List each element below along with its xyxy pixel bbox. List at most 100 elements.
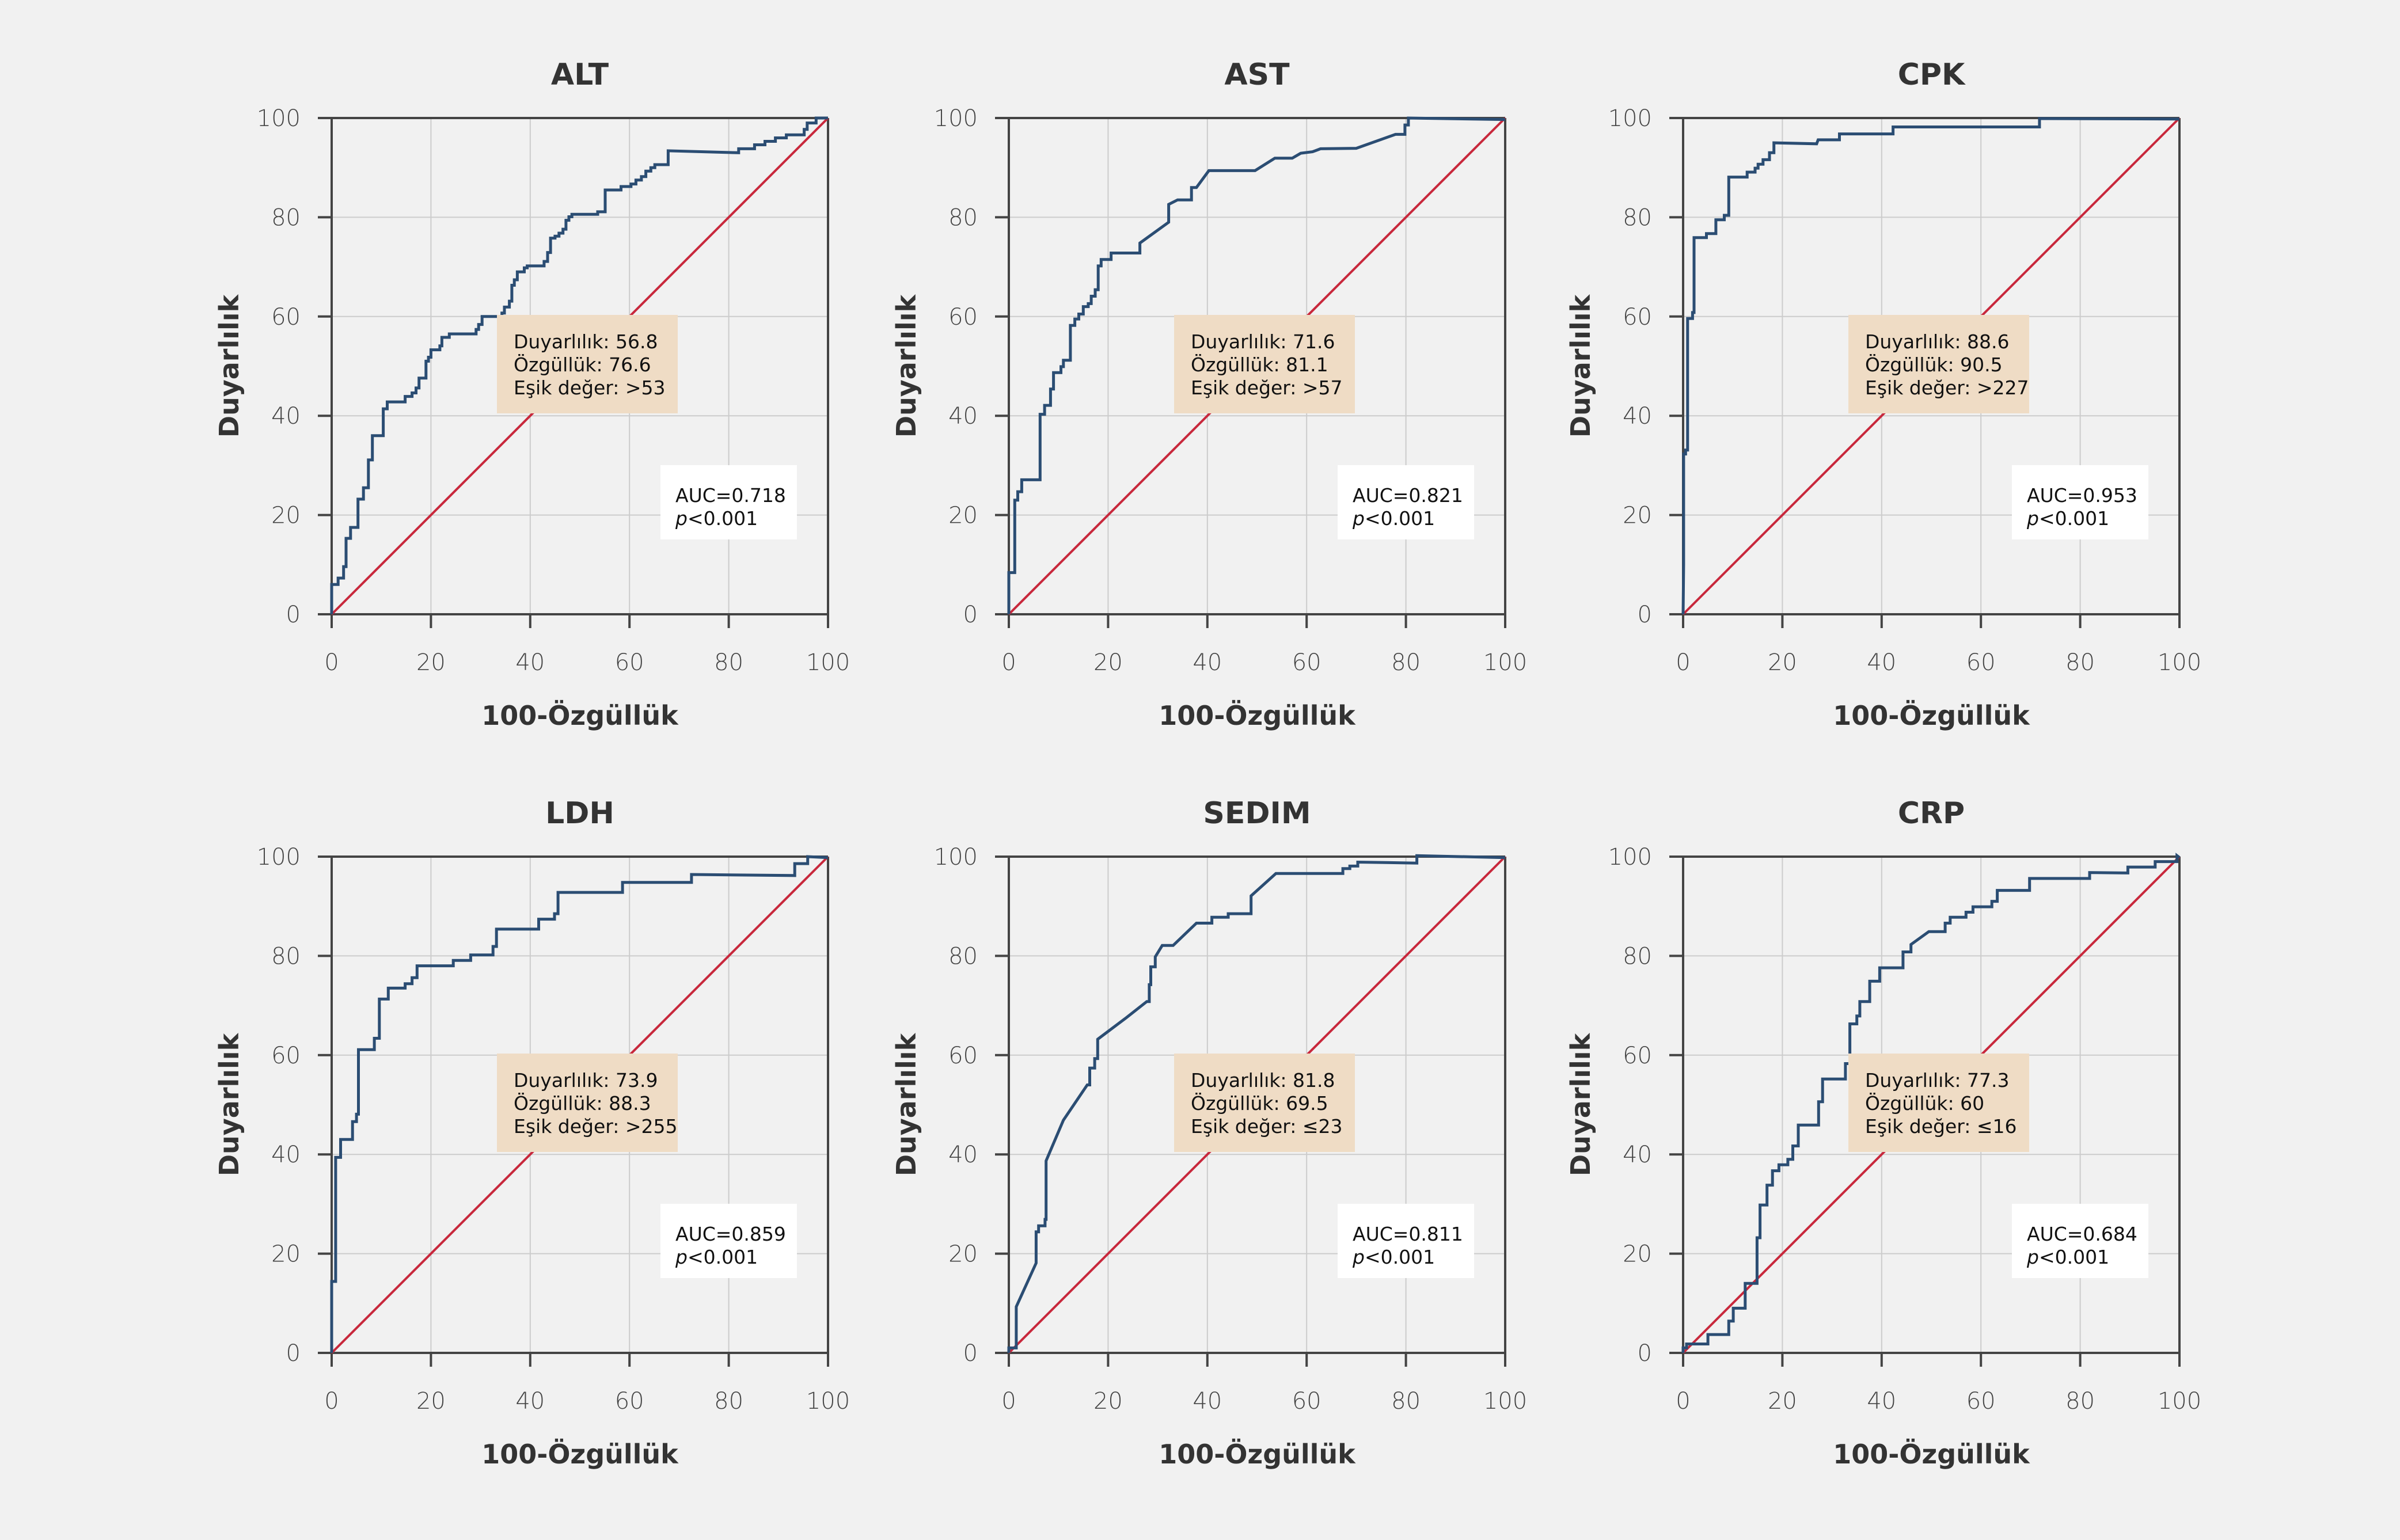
x-tick-label: 100 xyxy=(806,649,850,676)
x-tick-label: 40 xyxy=(1193,1388,1222,1414)
y-axis-label: Duyarlılık xyxy=(214,1032,245,1176)
auc-box-background xyxy=(660,1204,797,1278)
roc-panel-ldh: LDH 0 20 40 60 80 100 0 20 40 60 80 100 100-Özgüllük D… xyxy=(214,796,850,1470)
cutoff-annotation-line: Özgüllük: 69.5 xyxy=(1191,1092,1328,1115)
cutoff-annotation-line: Duyarlılık: 56.8 xyxy=(514,330,658,353)
y-tick-label: 0 xyxy=(963,602,978,628)
y-tick-label: 20 xyxy=(271,1241,301,1268)
auc-value: AUC=0.821 xyxy=(1353,484,1463,507)
auc-box-background xyxy=(1338,465,1474,539)
cutoff-annotation-box xyxy=(1174,1054,1355,1152)
y-tick-label: 40 xyxy=(271,1142,301,1168)
x-tick-label: 80 xyxy=(1391,1388,1421,1414)
y-tick-label: 20 xyxy=(948,1241,978,1268)
p-value-text: <0.001 xyxy=(2039,507,2109,530)
cutoff-annotation-line: Özgüllük: 81.1 xyxy=(1191,353,1328,376)
cutoff-annotation-line: Özgüllük: 76.6 xyxy=(514,353,651,376)
p-value-symbol: p xyxy=(675,1246,688,1268)
roc-curve-line xyxy=(1007,854,1506,1353)
y-tick-label: 80 xyxy=(1623,943,1652,969)
roc-panel-crp: CRP 0 20 40 60 80 100 0 20 40 60 80 100 100-Özgüllük D… xyxy=(1565,796,2201,1470)
y-tick-label: 100 xyxy=(934,105,978,132)
y-tick-label: 0 xyxy=(1638,1340,1652,1367)
y-axis-label: Duyarlılık xyxy=(891,294,922,438)
y-tick-label: 60 xyxy=(271,304,301,330)
y-tick-label: 20 xyxy=(1623,1241,1652,1268)
y-tick-label: 100 xyxy=(1608,105,1652,132)
x-tick-label: 60 xyxy=(1966,1388,1996,1414)
y-tick-label: 60 xyxy=(1623,304,1652,330)
x-axis-label: 100-Özgüllük xyxy=(1833,700,2030,731)
cutoff-annotation-line: Eşik değer: >57 xyxy=(1191,377,1343,399)
roc-curve-line xyxy=(330,855,829,1353)
y-tick-label: 20 xyxy=(1623,503,1652,529)
cutoff-annotation-box xyxy=(497,315,678,413)
cutoff-annotation-line: Duyarlılık: 77.3 xyxy=(1865,1069,2010,1092)
y-axis-label: Duyarlılık xyxy=(1565,294,1596,438)
cutoff-annotation-line: Duyarlılık: 73.9 xyxy=(514,1069,658,1092)
auc-box-background xyxy=(1338,1204,1474,1278)
roc-panel-cpk: CPK 0 20 40 60 80 100 0 20 40 60 80 100 100-Özgüllük D… xyxy=(1565,58,2201,731)
x-tick-label: 20 xyxy=(1768,649,1797,676)
x-tick-label: 40 xyxy=(1867,1388,1896,1414)
x-tick-label: 0 xyxy=(1676,1388,1690,1414)
cutoff-annotation-box xyxy=(497,1054,678,1152)
y-tick-label: 100 xyxy=(257,844,301,870)
x-tick-label: 80 xyxy=(1391,649,1421,676)
roc-curve-line xyxy=(1681,117,2180,615)
y-tick-label: 20 xyxy=(271,503,301,529)
p-value: p<0.001 xyxy=(1352,507,1435,530)
y-tick-label: 60 xyxy=(271,1043,301,1069)
x-axis-label: 100-Özgüllük xyxy=(1159,1439,1356,1470)
p-value: p<0.001 xyxy=(1352,1246,1435,1268)
x-tick-label: 80 xyxy=(714,1388,743,1414)
cutoff-annotation-box xyxy=(1848,1054,2029,1152)
cutoff-annotation-line: Duyarlılık: 81.8 xyxy=(1191,1069,1335,1092)
p-value-symbol: p xyxy=(1352,507,1365,530)
cutoff-annotation-line: Eşik değer: >53 xyxy=(514,377,666,399)
y-axis-label: Duyarlılık xyxy=(891,1032,922,1176)
y-tick-label: 80 xyxy=(1623,204,1652,231)
y-tick-label: 80 xyxy=(948,943,978,969)
chart-title: SEDIM xyxy=(1203,796,1311,831)
cutoff-annotation-line: Eşik değer: ≤23 xyxy=(1191,1115,1343,1138)
roc-panel-ast: AST 0 20 40 60 80 100 0 20 40 60 80 100 100-Özgüllük D… xyxy=(891,58,1527,731)
x-axis-label: 100-Özgüllük xyxy=(1833,1439,2030,1470)
p-value-text: <0.001 xyxy=(2039,1246,2109,1268)
roc-curve-line xyxy=(330,116,828,614)
x-tick-label: 40 xyxy=(515,649,545,676)
p-value: p<0.001 xyxy=(675,1246,758,1268)
x-tick-label: 40 xyxy=(1867,649,1896,676)
y-tick-label: 80 xyxy=(948,204,978,231)
y-tick-label: 20 xyxy=(948,503,978,529)
x-tick-label: 20 xyxy=(416,1388,446,1414)
auc-value: AUC=0.718 xyxy=(675,484,786,507)
y-tick-label: 100 xyxy=(1608,844,1652,870)
chart-title: LDH xyxy=(545,796,614,831)
x-tick-label: 20 xyxy=(416,649,446,676)
y-tick-label: 40 xyxy=(271,403,301,429)
x-tick-label: 100 xyxy=(806,1388,850,1414)
auc-box-background xyxy=(2012,465,2148,539)
chart-title: CPK xyxy=(1898,58,1966,92)
x-tick-label: 100 xyxy=(1483,1388,1527,1414)
x-tick-label: 0 xyxy=(324,649,339,676)
x-tick-label: 80 xyxy=(2065,1388,2095,1414)
y-tick-label: 60 xyxy=(948,1043,978,1069)
y-tick-label: 0 xyxy=(286,1340,301,1367)
y-tick-label: 0 xyxy=(286,602,301,628)
cutoff-annotation-line: Özgüllük: 88.3 xyxy=(514,1092,651,1115)
x-tick-label: 80 xyxy=(714,649,743,676)
auc-value: AUC=0.953 xyxy=(2027,484,2137,507)
cutoff-annotation-line: Duyarlılık: 71.6 xyxy=(1191,330,1335,353)
